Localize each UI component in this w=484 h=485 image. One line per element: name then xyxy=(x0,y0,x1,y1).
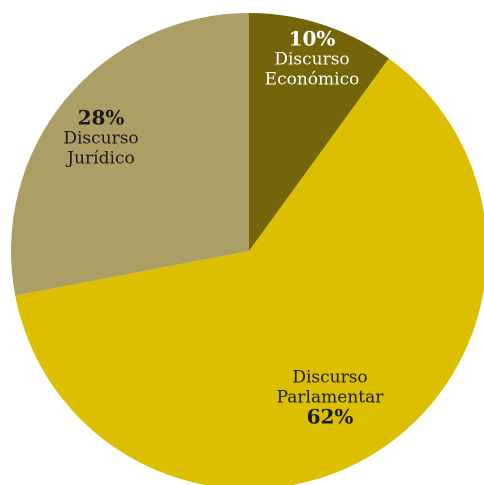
slice-label-0-1: Económico xyxy=(265,70,360,90)
slice-percent-1: 62% xyxy=(307,405,354,429)
slice-percent-0: 10% xyxy=(289,27,336,51)
pie-slice-1 xyxy=(15,58,484,485)
slice-label-2-0: Discurso xyxy=(63,129,138,149)
slice-label-1-1: Parlamentar xyxy=(277,388,385,408)
slice-percent-2: 28% xyxy=(78,106,125,130)
pie-slice-0 xyxy=(249,13,389,251)
pie-slice-2 xyxy=(11,13,249,296)
pie-labels: 10%DiscursoEconómicoDiscursoParlamentar6… xyxy=(63,27,384,429)
slice-label-2-1: Jurídico xyxy=(65,149,134,169)
slice-label-0-0: Discurso xyxy=(274,50,349,70)
pie-slices xyxy=(11,13,484,485)
slice-label-1-0: Discurso xyxy=(292,368,367,388)
